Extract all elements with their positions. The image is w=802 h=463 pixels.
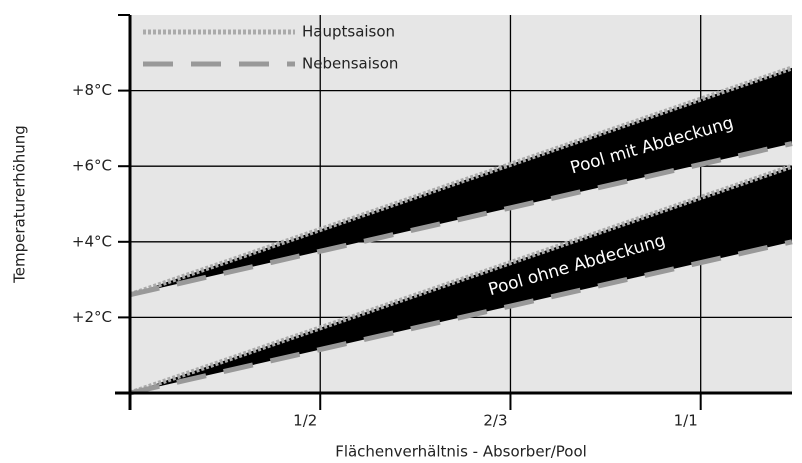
band-edge <box>129 141 793 298</box>
y-tick-label: +8°C <box>72 81 112 99</box>
y-tick-label: +4°C <box>72 232 112 250</box>
legend-label: Nebensaison <box>302 55 398 73</box>
y-tick-label: +2°C <box>72 308 112 326</box>
band <box>130 67 792 295</box>
band <box>130 166 792 393</box>
x-tick-label: 1/2 <box>293 412 317 430</box>
legend-label: Hauptsaison <box>302 23 395 41</box>
y-tick-label: +6°C <box>72 157 112 175</box>
band-edge <box>129 65 793 298</box>
band-edge <box>129 239 793 396</box>
x-axis-label: Flächenverhältnis - Absorber/Pool <box>335 443 587 461</box>
x-tick-label: 2/3 <box>483 412 507 430</box>
y-axis-label: Temperaturerhöhung <box>11 125 29 284</box>
x-tick-label: 1/1 <box>674 412 698 430</box>
band-edge <box>129 163 793 396</box>
